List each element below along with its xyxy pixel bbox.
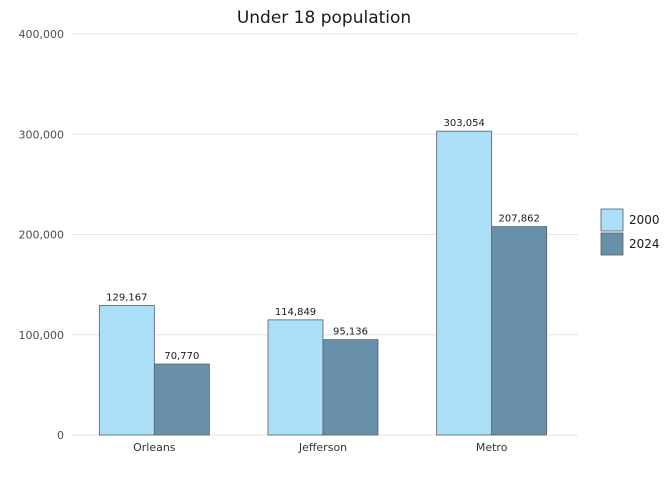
y-tick-label: 300,000	[19, 128, 65, 141]
data-label: 70,770	[164, 351, 199, 362]
x-tick-label: Jefferson	[298, 441, 347, 454]
bar-2000-jefferson	[267, 319, 324, 436]
data-labels: 129,167 70,770 114,849 95,136 303,054 207,862	[106, 118, 540, 362]
data-label: 129,167	[106, 293, 147, 304]
bar-2024-jefferson	[322, 339, 379, 436]
y-tick-label: 200,000	[19, 229, 65, 242]
bar-2000-metro	[436, 130, 493, 436]
bar-2024-orleans	[153, 363, 210, 436]
legend-swatch	[600, 232, 624, 256]
legend: 2000 2024	[600, 208, 660, 256]
y-tick-label: 0	[57, 429, 64, 442]
x-tick-label: Metro	[476, 441, 508, 454]
legend-swatch	[600, 208, 624, 232]
y-tick-label: 100,000	[19, 329, 65, 342]
y-tick-label: 400,000	[19, 28, 65, 41]
data-label: 95,136	[333, 327, 368, 338]
x-tick-label: Orleans	[133, 441, 176, 454]
data-label: 114,849	[275, 307, 316, 318]
bar-2000-orleans	[98, 305, 155, 436]
x-axis-ticks: Orleans Jefferson Metro	[133, 441, 508, 454]
data-label: 303,054	[443, 118, 484, 129]
data-label: 207,862	[498, 214, 539, 225]
legend-label: 2024	[629, 237, 660, 251]
bar-2024-metro	[491, 226, 548, 436]
bars	[98, 130, 548, 436]
chart-title: Under 18 population	[237, 8, 411, 28]
y-axis-ticks: 0 100,000 200,000 300,000 400,000	[19, 28, 65, 442]
legend-label: 2000	[629, 213, 660, 227]
